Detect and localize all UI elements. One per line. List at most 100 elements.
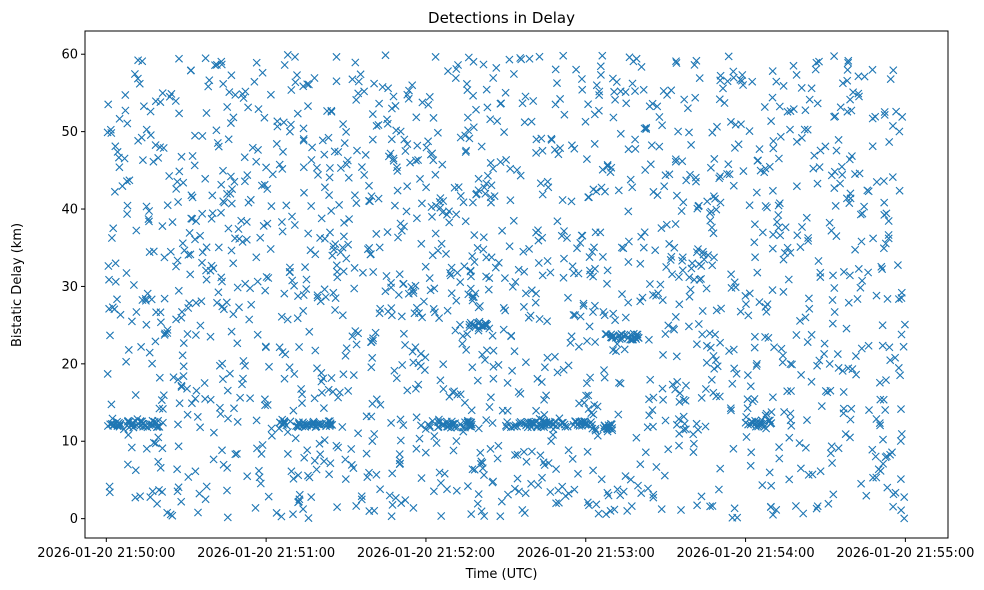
scatter-point [500, 128, 509, 137]
scatter-point [567, 197, 576, 206]
scatter-point [123, 201, 132, 210]
scatter-point [815, 57, 823, 66]
scatter-point [674, 127, 683, 136]
scatter-point [129, 423, 138, 432]
scatter-point [501, 88, 510, 97]
scatter-point [149, 438, 158, 447]
scatter-point [745, 201, 754, 210]
scatter-point [697, 492, 706, 501]
scatter-point [131, 391, 140, 399]
scatter-point [616, 491, 625, 500]
scatter-point [305, 327, 314, 336]
scatter-point [583, 447, 592, 456]
scatter-point [610, 505, 619, 514]
x-axis-ticks: 2026-01-20 21:50:00 2026-01-20 21:51:00 20… [37, 538, 974, 561]
scatter-point [481, 355, 489, 364]
scatter-point [482, 272, 491, 281]
scatter-point [876, 395, 885, 404]
scatter-point [422, 183, 431, 192]
scatter-point [156, 98, 165, 107]
scatter-point [370, 79, 379, 88]
scatter-point [115, 163, 124, 172]
scatter-point [173, 177, 182, 186]
scatter-point [584, 100, 593, 109]
scatter-point [624, 237, 633, 246]
scatter-point [731, 283, 740, 292]
scatter-point [739, 167, 748, 176]
scatter-point [544, 183, 553, 192]
scatter-point [173, 465, 182, 474]
scatter-point [163, 325, 172, 334]
scatter-point [241, 361, 249, 370]
scatter-point [436, 418, 444, 426]
scatter-point [469, 57, 478, 66]
scatter-point [750, 332, 759, 341]
scatter-point [426, 286, 435, 295]
scatter-point [830, 308, 839, 316]
scatter-point [534, 259, 543, 267]
scatter-point [123, 119, 132, 128]
scatter-point [477, 507, 486, 516]
scatter-point [626, 175, 635, 184]
scatter-point [474, 319, 482, 328]
scatter-point [505, 242, 514, 251]
scatter-point [354, 89, 363, 98]
scatter-point [860, 202, 869, 211]
scatter-point [396, 127, 405, 136]
scatter-point [889, 502, 898, 511]
scatter-point [339, 120, 348, 129]
scatter-point [217, 208, 225, 217]
scatter-point [256, 233, 265, 242]
scatter-point [382, 272, 391, 280]
scatter-point [525, 54, 534, 63]
scatter-point [857, 479, 866, 488]
scatter-point [676, 389, 684, 398]
scatter-point [304, 229, 313, 238]
scatter-point [240, 153, 249, 162]
scatter-point [743, 371, 752, 380]
scatter-point [387, 311, 396, 320]
scatter-point [491, 263, 500, 272]
scatter-point [173, 487, 182, 496]
scatter-point [608, 424, 617, 432]
scatter-point [567, 332, 576, 341]
scatter-point [187, 399, 196, 408]
scatter-point [480, 512, 489, 520]
scatter-point [538, 146, 547, 155]
scatter-point [258, 68, 267, 77]
scatter-point [231, 90, 240, 99]
scatter-point [671, 385, 680, 394]
scatter-point [856, 283, 865, 292]
scatter-point [898, 112, 907, 121]
scatter-point [163, 201, 172, 210]
scatter-point [597, 475, 606, 484]
scatter-point [533, 374, 542, 383]
scatter-point [323, 107, 332, 115]
scatter-point [675, 441, 683, 450]
scatter-point [778, 358, 787, 367]
scatter-point [214, 142, 223, 151]
scatter-point [376, 485, 385, 494]
scatter-point [605, 424, 614, 433]
scatter-point [799, 509, 808, 518]
scatter-point [813, 99, 822, 108]
scatter-point [649, 290, 657, 299]
scatter-point [253, 330, 262, 339]
scatter-point [661, 416, 670, 425]
scatter-point [618, 290, 626, 299]
scatter-point [690, 275, 699, 284]
scatter-point [479, 233, 488, 242]
scatter-point [287, 467, 296, 476]
scatter-point [109, 224, 118, 233]
scatter-point [217, 180, 226, 189]
scatter-point [137, 342, 146, 351]
scatter-point [482, 85, 491, 94]
scatter-point [485, 403, 494, 411]
scatter-point [452, 486, 461, 495]
scatter-point [479, 245, 488, 254]
scatter-point [543, 353, 552, 362]
scatter-point [483, 171, 492, 180]
scatter-point [828, 319, 837, 328]
scatter-point [540, 423, 549, 432]
